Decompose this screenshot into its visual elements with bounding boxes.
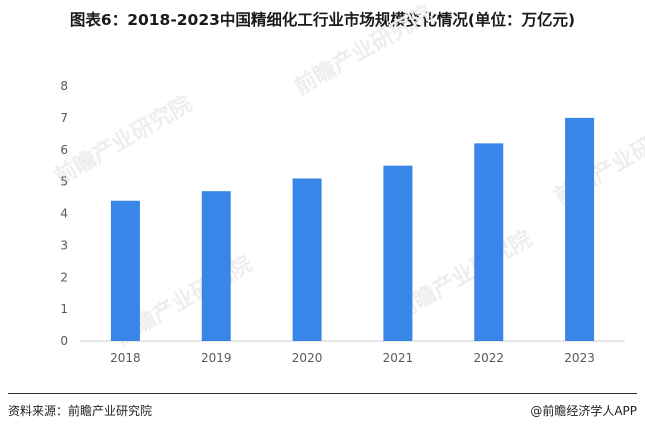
bar-2018 xyxy=(110,200,140,341)
y-axis: 0 1 2 3 4 5 6 7 8 xyxy=(60,79,68,348)
bar-2022 xyxy=(474,143,504,341)
bar-2023 xyxy=(565,117,595,341)
x-axis: 2018 2019 2020 2021 2022 2023 xyxy=(110,351,595,365)
chart-title: 图表6：2018-2023中国精细化工行业市场规模变化情况(单位：万亿元) xyxy=(69,11,576,29)
footer-divider xyxy=(8,393,637,394)
y-tick-label: 8 xyxy=(60,79,68,93)
y-tick-label: 7 xyxy=(60,111,68,125)
watermark-text: 前瞻产业研究院 xyxy=(290,1,436,101)
bar-2021 xyxy=(383,165,413,341)
x-tick-label: 2020 xyxy=(292,351,323,365)
y-tick-label: 6 xyxy=(60,143,68,157)
y-tick-label: 5 xyxy=(60,175,68,189)
watermark-text: 前瞻产业研究院 xyxy=(50,91,196,191)
source-note: 资料来源：前瞻产业研究院 xyxy=(8,404,153,418)
x-tick-label: 2019 xyxy=(201,351,232,365)
watermark-text: 前瞻产业研究院 xyxy=(550,111,645,211)
bar-2020 xyxy=(292,178,322,341)
x-tick-label: 2022 xyxy=(473,351,504,365)
y-tick-label: 0 xyxy=(60,334,68,348)
x-tick-label: 2018 xyxy=(110,351,141,365)
x-tick-label: 2021 xyxy=(383,351,414,365)
x-tick-label: 2023 xyxy=(564,351,595,365)
y-tick-label: 2 xyxy=(60,270,68,284)
y-tick-label: 3 xyxy=(60,238,68,252)
bar-2019 xyxy=(201,191,231,341)
bar-series xyxy=(110,117,595,341)
y-tick-label: 1 xyxy=(60,302,68,316)
credit-note: @前瞻经济学人APP xyxy=(530,404,637,418)
y-tick-label: 4 xyxy=(60,207,68,221)
